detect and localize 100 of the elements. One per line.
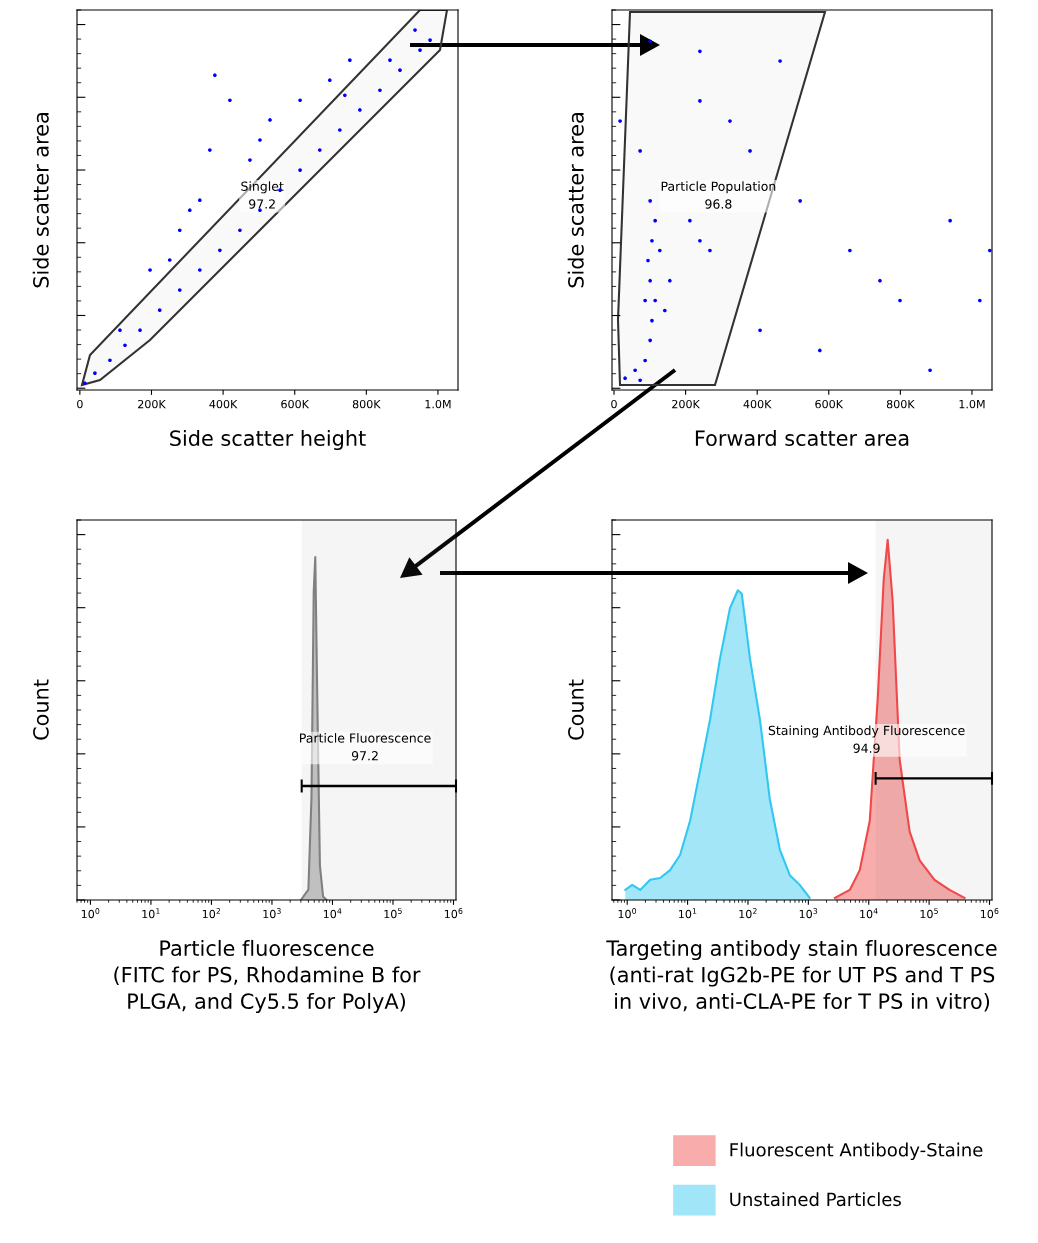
point: [698, 238, 702, 243]
point: [388, 58, 392, 62]
point: [668, 278, 672, 283]
x-tick-label: 10$^{3}$: [799, 908, 818, 919]
point: [268, 118, 272, 122]
point: [93, 371, 97, 375]
point: [83, 381, 87, 386]
point: [623, 376, 627, 381]
point: [428, 38, 432, 42]
x-tick-label: 800K: [352, 399, 381, 409]
x-tick-label: 10$^{4}$: [860, 908, 878, 919]
point: [327, 78, 332, 83]
point: [638, 378, 642, 383]
point: [618, 119, 622, 123]
point: [657, 248, 662, 253]
point: [988, 248, 992, 253]
point: [358, 108, 362, 112]
point: [648, 278, 652, 283]
point: [977, 298, 982, 303]
point: [138, 328, 142, 333]
y-axis-title: Count: [33, 679, 49, 740]
point: [177, 288, 182, 292]
point: [398, 68, 402, 73]
x-tick-label: 10$^{6}$: [444, 908, 463, 919]
band-label: Staining Antibody Fluorescence 94.9: [768, 725, 965, 753]
point: [817, 348, 822, 353]
x-tick-label: 10$^{4}$: [323, 908, 342, 919]
point: [338, 128, 342, 132]
x-tick-label: 1.0M: [959, 399, 985, 409]
point: [187, 208, 192, 213]
point: [638, 149, 642, 153]
x-tick-label: 10$^{0}$: [618, 908, 637, 919]
point: [848, 248, 852, 253]
x-tick-label: 0: [77, 399, 83, 409]
point: [413, 28, 417, 32]
point: [648, 338, 652, 343]
point: [238, 228, 242, 233]
point: [197, 198, 202, 203]
point: [653, 218, 658, 223]
point: [688, 218, 692, 223]
point: [650, 238, 654, 243]
x-tick-label: 10$^{6}$: [980, 908, 999, 919]
y-axis-title: Side scatter area: [567, 113, 584, 288]
point: [798, 199, 802, 203]
x-tick-label: 10$^{2}$: [202, 908, 221, 919]
point: [948, 218, 952, 223]
point: [643, 358, 647, 363]
x-tick-label: 0: [611, 399, 617, 409]
x-tick-label: 600K: [815, 399, 844, 409]
x-tick-label: 10$^{2}$: [739, 908, 757, 919]
point: [148, 268, 152, 272]
point: [728, 119, 732, 123]
x-axis-title: Targeting antibody stain fluorescence (anti-rat IgG2b-PE for UT PS and T PS in vivo, anti-CLA-PE for T PS in vitro): [606, 939, 997, 1012]
point: [343, 93, 347, 98]
legend-label: Unstained Particles: [730, 1192, 901, 1207]
legend-label: Fluorescent Antibody-Staine: [730, 1142, 983, 1161]
point: [378, 88, 382, 93]
x-tick-label: 200K: [672, 399, 701, 409]
x-tick-label: 800K: [886, 399, 915, 409]
point: [698, 49, 702, 54]
point: [778, 59, 782, 63]
point: [218, 248, 222, 253]
x-tick-label: 10$^{5}$: [384, 908, 402, 919]
point: [663, 308, 667, 313]
point: [646, 258, 650, 263]
annotation: Singlet 97.2: [241, 181, 284, 209]
point: [108, 358, 112, 363]
y-axis-title: Side scatter area: [32, 113, 49, 288]
x-axis-title: Particle fluorescence (FITC for PS, Rhodamine B for PLGA, and Cy5.5 for PolyA): [114, 939, 421, 1014]
x-tick-label: 600K: [281, 399, 310, 409]
point: [878, 278, 882, 283]
point: [298, 98, 302, 103]
point: [898, 298, 902, 303]
point: [228, 98, 232, 103]
point: [248, 158, 252, 162]
point: [177, 228, 182, 233]
point: [298, 168, 302, 172]
x-tick-label: 1.0M: [425, 399, 451, 409]
point: [118, 328, 122, 333]
point: [213, 73, 217, 78]
point: [650, 318, 654, 323]
point: [653, 298, 658, 303]
point: [123, 343, 127, 348]
point: [167, 258, 172, 262]
x-axis-title: Side scatter height: [170, 429, 366, 451]
x-tick-label: 10$^{5}$: [920, 908, 938, 919]
point: [928, 368, 932, 373]
point: [633, 368, 637, 373]
band-label: Particle Fluorescence 97.2: [300, 733, 431, 761]
point: [317, 148, 322, 152]
point: [348, 58, 352, 62]
x-tick-label: 10$^{1}$: [142, 908, 160, 919]
x-tick-label: 10$^{3}$: [263, 908, 281, 919]
annotation: Particle Population 96.8: [661, 181, 776, 209]
x-tick-label: 10$^{1}$: [679, 908, 697, 919]
point: [197, 268, 202, 272]
point: [748, 149, 752, 153]
x-axis-title: Forward scatter area: [695, 429, 909, 447]
x-tick-label: 10$^{0}$: [81, 908, 100, 919]
point: [418, 48, 422, 52]
